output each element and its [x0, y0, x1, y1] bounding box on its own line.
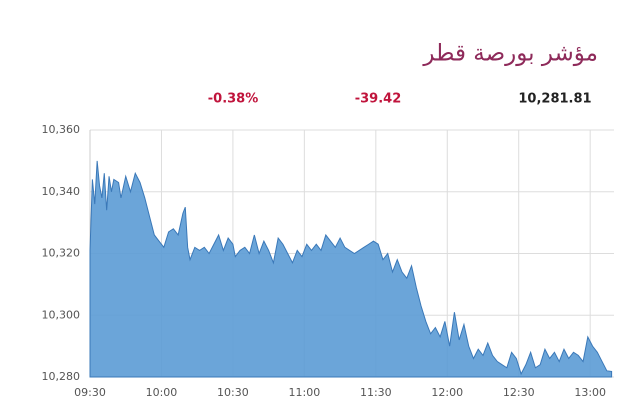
last-value: 10,281.81 — [518, 92, 591, 107]
area — [89, 160, 613, 378]
x-tick-label: 10:30 — [217, 386, 249, 399]
change: -39.42 — [355, 92, 402, 107]
chart-title: مؤشر بورصة قطر — [422, 41, 598, 67]
x-tick-label: 13:00 — [574, 386, 606, 399]
x-tick-label: 09:30 — [74, 386, 106, 399]
change-percent: -0.38% — [208, 92, 259, 107]
y-tick-label: 10,340 — [42, 185, 81, 198]
y-tick-label: 10,280 — [42, 370, 81, 383]
y-tick-label: 10,300 — [42, 308, 81, 321]
y-tick-label: 10,320 — [42, 247, 81, 260]
x-tick-label: 10:00 — [146, 386, 178, 399]
y-tick-label: 10,360 — [42, 123, 81, 136]
x-tick-label: 12:00 — [431, 386, 463, 399]
x-tick-label: 12:30 — [503, 386, 535, 399]
x-tick-label: 11:30 — [360, 386, 392, 399]
x-tick-label: 11:00 — [289, 386, 321, 399]
